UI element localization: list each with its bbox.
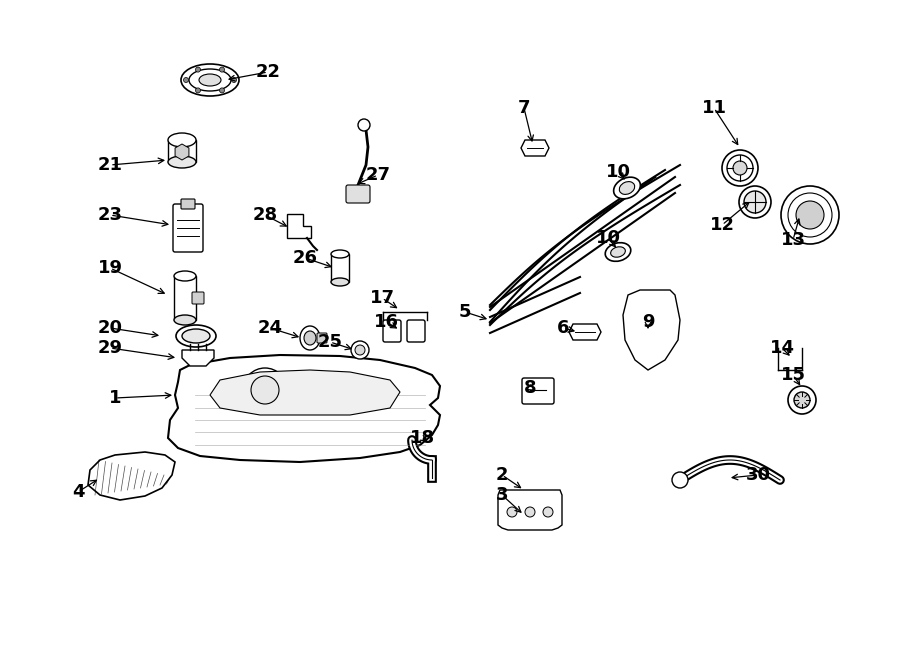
Circle shape [195, 88, 201, 93]
Polygon shape [88, 452, 175, 500]
Text: 6: 6 [557, 319, 569, 337]
Ellipse shape [304, 331, 316, 345]
Ellipse shape [331, 250, 349, 258]
Text: 21: 21 [97, 156, 122, 174]
Ellipse shape [174, 271, 196, 281]
Ellipse shape [610, 247, 626, 257]
Text: 25: 25 [318, 333, 343, 351]
Ellipse shape [174, 315, 196, 325]
FancyBboxPatch shape [346, 185, 370, 203]
Ellipse shape [351, 341, 369, 359]
Text: 23: 23 [97, 206, 122, 224]
Text: 19: 19 [97, 259, 122, 277]
Text: 24: 24 [257, 319, 283, 337]
Ellipse shape [619, 182, 634, 194]
Text: 28: 28 [252, 206, 277, 224]
Ellipse shape [781, 186, 839, 244]
Text: 20: 20 [97, 319, 122, 337]
Ellipse shape [733, 161, 747, 175]
Polygon shape [176, 144, 189, 160]
Polygon shape [498, 490, 562, 530]
Circle shape [184, 77, 188, 83]
FancyBboxPatch shape [407, 320, 425, 342]
FancyBboxPatch shape [173, 204, 203, 252]
FancyBboxPatch shape [331, 254, 349, 282]
FancyBboxPatch shape [192, 292, 204, 304]
Ellipse shape [176, 325, 216, 347]
Polygon shape [210, 370, 400, 415]
Text: 27: 27 [365, 166, 391, 184]
Circle shape [243, 368, 287, 412]
Text: 26: 26 [292, 249, 318, 267]
Text: 12: 12 [709, 216, 734, 234]
Text: 8: 8 [524, 379, 536, 397]
Text: 3: 3 [496, 486, 508, 504]
Ellipse shape [168, 156, 196, 168]
Ellipse shape [796, 201, 824, 229]
Circle shape [220, 88, 224, 93]
FancyBboxPatch shape [174, 276, 196, 320]
Ellipse shape [739, 186, 771, 218]
Text: 18: 18 [410, 429, 435, 447]
Text: 11: 11 [701, 99, 726, 117]
Ellipse shape [199, 74, 221, 86]
Ellipse shape [355, 345, 365, 355]
Circle shape [251, 376, 279, 404]
Ellipse shape [722, 150, 758, 186]
Text: 29: 29 [97, 339, 122, 357]
Polygon shape [168, 355, 440, 462]
Text: 9: 9 [642, 313, 654, 331]
Text: 30: 30 [745, 466, 770, 484]
Polygon shape [182, 350, 214, 366]
Ellipse shape [189, 69, 231, 91]
Ellipse shape [605, 243, 631, 261]
Text: 2: 2 [496, 466, 508, 484]
Text: 16: 16 [374, 313, 399, 331]
FancyBboxPatch shape [317, 333, 327, 343]
Ellipse shape [794, 392, 810, 408]
Text: 22: 22 [256, 63, 281, 81]
Ellipse shape [614, 177, 641, 199]
Polygon shape [287, 214, 311, 238]
FancyBboxPatch shape [181, 199, 195, 209]
Text: 10: 10 [606, 163, 631, 181]
Ellipse shape [331, 278, 349, 286]
Text: 17: 17 [370, 289, 394, 307]
Ellipse shape [788, 193, 832, 237]
Text: 13: 13 [780, 231, 806, 249]
Circle shape [358, 119, 370, 131]
Text: 5: 5 [459, 303, 472, 321]
Circle shape [220, 67, 224, 72]
Ellipse shape [181, 64, 239, 96]
Ellipse shape [727, 155, 753, 181]
FancyBboxPatch shape [383, 320, 401, 342]
Circle shape [672, 472, 688, 488]
Circle shape [525, 507, 535, 517]
Polygon shape [623, 290, 680, 370]
Circle shape [507, 507, 517, 517]
Circle shape [195, 67, 201, 72]
Polygon shape [521, 140, 549, 156]
FancyBboxPatch shape [168, 140, 196, 162]
Circle shape [543, 507, 553, 517]
Text: 15: 15 [780, 366, 806, 384]
FancyBboxPatch shape [522, 378, 554, 404]
Text: 10: 10 [596, 229, 620, 247]
Ellipse shape [168, 133, 196, 147]
Text: 14: 14 [770, 339, 795, 357]
Ellipse shape [300, 326, 320, 350]
Polygon shape [569, 324, 601, 340]
Text: 7: 7 [518, 99, 530, 117]
Ellipse shape [788, 386, 816, 414]
Text: 4: 4 [72, 483, 85, 501]
Circle shape [231, 77, 237, 83]
Ellipse shape [744, 191, 766, 213]
Ellipse shape [182, 329, 210, 343]
Text: 1: 1 [109, 389, 122, 407]
